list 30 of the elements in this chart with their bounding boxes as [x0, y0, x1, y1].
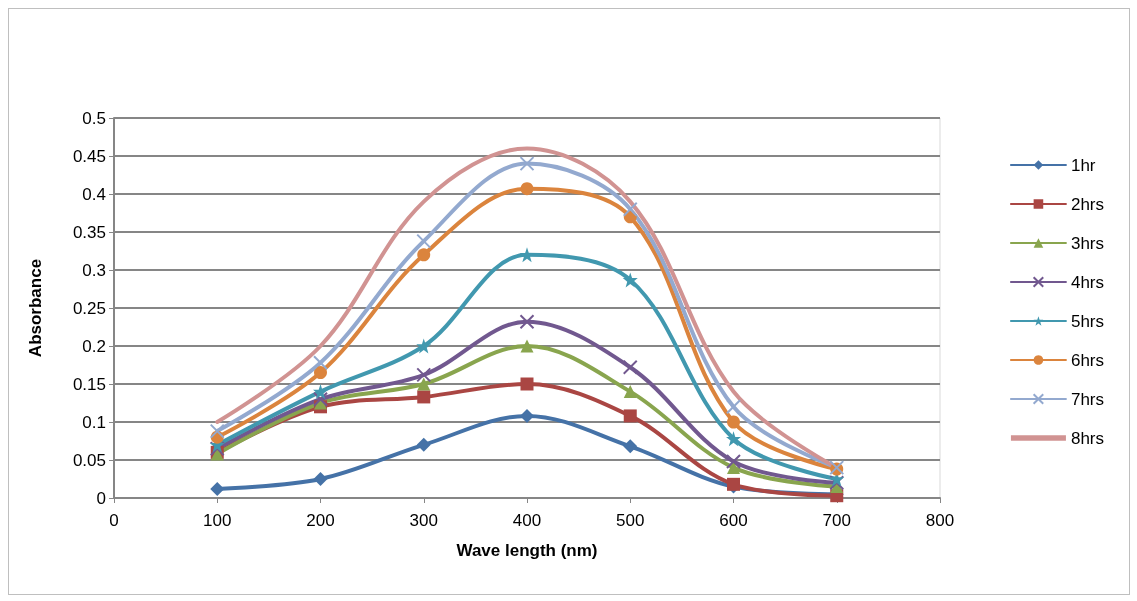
y-axis-title: Absorbance [26, 258, 45, 358]
x-tick-label: 700 [822, 511, 851, 530]
x-tick-label: 500 [616, 511, 645, 530]
y-tick-label: 0.25 [72, 298, 106, 318]
y-tick-label: 0.3 [82, 260, 106, 280]
legend-label: 4hrs [1070, 272, 1105, 292]
y-tick-label: 0.15 [72, 374, 106, 394]
y-tick-label: 0.2 [82, 336, 106, 356]
x-tick-label: 0 [109, 511, 119, 530]
x-tick-label: 400 [512, 511, 542, 530]
x-tick-label: 800 [925, 511, 955, 530]
y-tick-label: 0.45 [72, 146, 106, 166]
x-tick-label: 200 [306, 511, 335, 530]
legend-label: 7hrs [1070, 389, 1105, 409]
x-tick-label: 600 [719, 511, 748, 530]
y-tick-label: 0.05 [72, 450, 106, 470]
legend-label: 1hr [1070, 155, 1096, 175]
legend-label: 8hrs [1070, 428, 1105, 448]
x-tick-label: 300 [409, 511, 438, 530]
y-tick-label: 0 [96, 488, 106, 508]
legend-label: 3hrs [1070, 233, 1105, 253]
y-tick-label: 0.4 [82, 184, 106, 204]
x-axis-title: Wave length (nm) [456, 541, 598, 560]
legend-label: 6hrs [1070, 350, 1105, 370]
y-tick-label: 0.35 [72, 222, 106, 242]
legend-label: 2hrs [1070, 194, 1105, 214]
y-tick-label: 0.1 [82, 412, 106, 432]
legend-label: 5hrs [1070, 311, 1105, 331]
y-tick-label: 0.5 [82, 108, 106, 128]
x-tick-label: 100 [203, 511, 232, 530]
